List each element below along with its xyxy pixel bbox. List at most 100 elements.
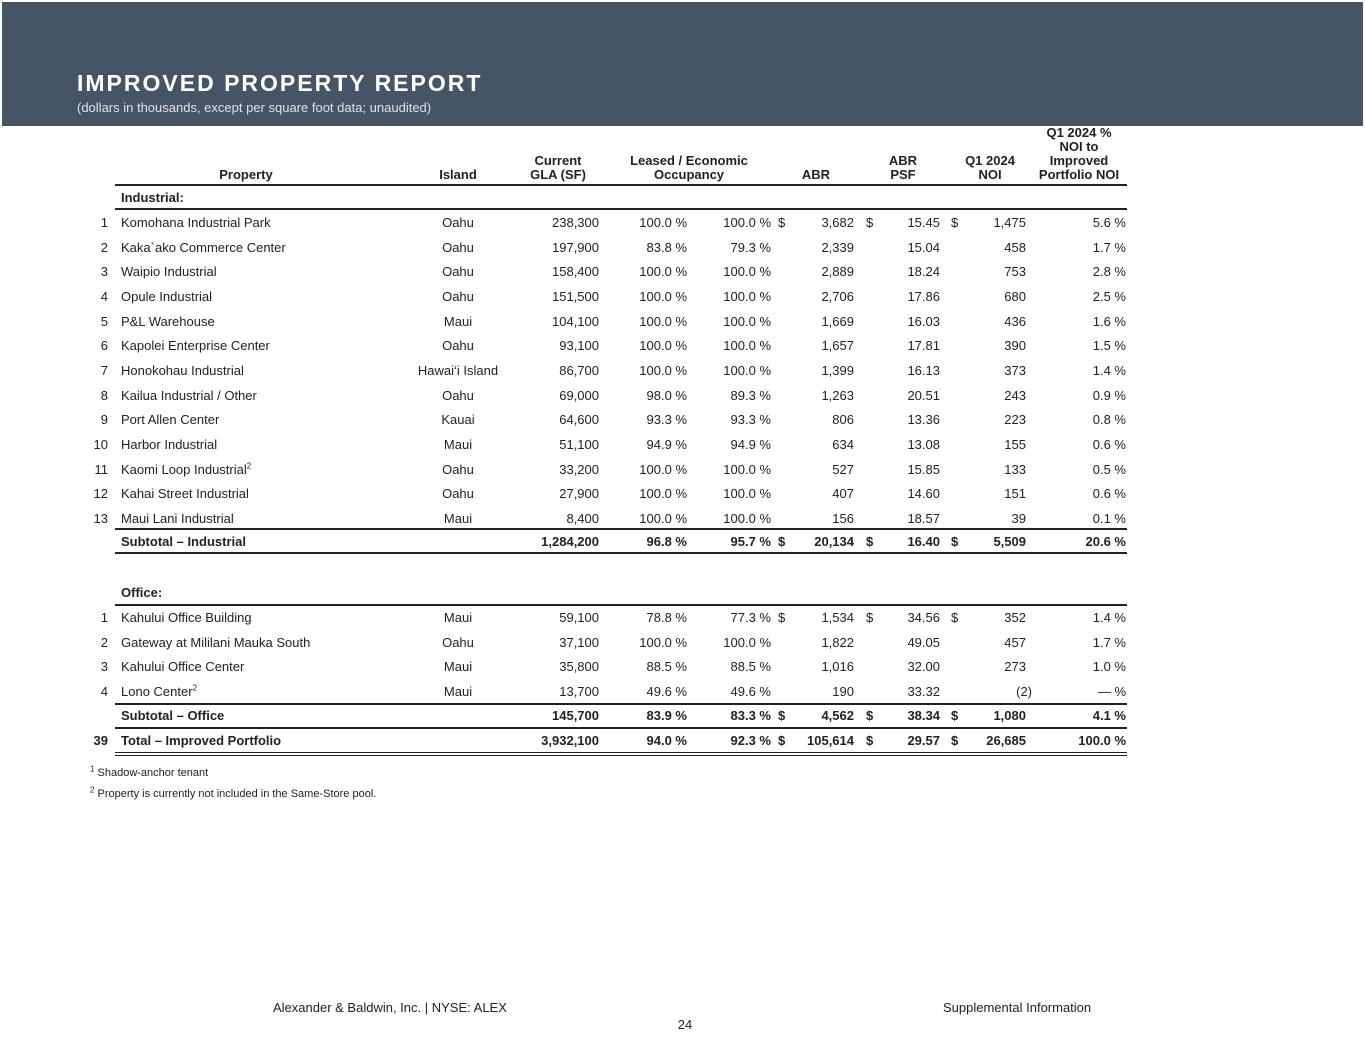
footnote-1: 1 Shadow-anchor tenant [90, 764, 209, 779]
row-number: 4 [100, 683, 108, 699]
gla: 3,932,100 [541, 733, 599, 748]
dollar-sign: $ [778, 708, 786, 723]
q1-noi: 680 [1004, 288, 1026, 304]
abr: 1,669 [821, 313, 854, 329]
abr: 1,534 [821, 610, 854, 625]
q1-noi: (2) [1016, 683, 1032, 699]
table-row: 11 Kaomi Loop Industrial2 Oahu 33,200 100.0 … [0, 460, 1140, 480]
property-label: Kahai Street Industrial [121, 486, 249, 502]
gla: 158,400 [552, 264, 599, 280]
row-number: 3 [100, 264, 108, 280]
economic-occupancy: 100.0 % [723, 362, 771, 378]
property-name: Total – Improved Portfolio [121, 731, 281, 751]
abr: 1,657 [821, 338, 854, 354]
subtotal-row: Subtotal – Industrial 1,284,200 96.8 % 95.7… [0, 532, 1140, 552]
row-number: 8 [100, 387, 108, 403]
page-number: 24 [677, 1017, 693, 1032]
abr: 1,822 [821, 634, 854, 650]
dollar-sign: $ [951, 708, 959, 723]
divider [115, 208, 1127, 210]
abr-psf: 16.13 [907, 362, 940, 378]
abr-psf: 15.04 [907, 239, 940, 255]
gla: 104,100 [552, 313, 599, 329]
section-label: Office: [121, 585, 163, 600]
abr: 527 [832, 461, 854, 477]
property-name: Komohana Industrial Park [121, 213, 271, 233]
dollar-sign: $ [778, 610, 786, 625]
economic-occupancy: 100.0 % [723, 510, 771, 526]
noi-percent: 4.1 % [1092, 708, 1126, 723]
row-number: 7 [100, 362, 108, 378]
row-number: 9 [100, 412, 108, 428]
abr-psf: 20.51 [907, 387, 940, 403]
col-header-occupancy: Leased / Economic Occupancy [630, 153, 748, 182]
section-label: Industrial: [121, 190, 184, 205]
col-header-property: Property [219, 167, 273, 182]
abr-psf: 15.85 [907, 461, 940, 477]
gla: 93,100 [559, 338, 599, 354]
gla: 35,800 [559, 659, 599, 675]
divider [115, 703, 1127, 705]
property-name: Harbor Industrial [121, 435, 217, 455]
footer-company: Alexander & Baldwin, Inc. | NYSE: ALEX [273, 1000, 507, 1015]
economic-occupancy: 100.0 % [723, 264, 771, 280]
leased-occupancy: 83.8 % [646, 239, 687, 255]
q1-noi: 1,475 [993, 215, 1026, 230]
row-number: 13 [93, 510, 108, 526]
economic-occupancy: 92.3 % [730, 733, 771, 748]
economic-occupancy: 88.5 % [730, 659, 771, 675]
leased-occupancy: 100.0 % [639, 362, 687, 378]
footnote-2: 2 Property is currently not included in … [90, 785, 377, 800]
leased-occupancy: 83.9 % [646, 708, 687, 723]
island: Oahu [442, 338, 474, 354]
dollar-sign: $ [866, 733, 874, 748]
dollar-sign: $ [951, 733, 959, 748]
abr-psf: 49.05 [907, 634, 940, 650]
noi-percent: 2.8 % [1092, 264, 1126, 280]
property-label: Total – Improved Portfolio [121, 733, 282, 748]
divider [115, 604, 1127, 606]
economic-occupancy: 49.6 % [730, 683, 771, 699]
island: Oahu [442, 288, 474, 304]
island: Maui [443, 683, 473, 699]
property-label: Harbor Industrial [121, 436, 218, 452]
footnote-ref: 2 [246, 461, 252, 471]
col-header-abr: ABR [801, 167, 831, 182]
row-number: 4 [100, 288, 108, 304]
col-header-gla: Current GLA (SF) [530, 153, 586, 182]
island: Oahu [442, 486, 474, 502]
property-label: Lono Center [121, 683, 193, 699]
leased-occupancy: 100.0 % [639, 264, 687, 280]
noi-percent: 1.4 % [1092, 610, 1126, 625]
gla: 238,300 [552, 215, 599, 230]
noi-percent: 0.6 % [1092, 486, 1126, 502]
q1-noi: 373 [1004, 362, 1026, 378]
abr-psf: 14.60 [907, 486, 940, 502]
table-row: 2 Gateway at Mililani Mauka South Oahu 37,1… [0, 633, 1140, 653]
row-number: 12 [93, 486, 108, 502]
table-row: 2 Kaka`ako Commerce Center Oahu 197,900 83.8… [0, 238, 1140, 258]
leased-occupancy: 100.0 % [639, 634, 687, 650]
economic-occupancy: 100.0 % [723, 634, 771, 650]
abr: 190 [832, 683, 854, 699]
economic-occupancy: 94.9 % [730, 436, 771, 452]
q1-noi: 390 [1004, 338, 1026, 354]
property-label: Kahului Office Center [121, 659, 245, 675]
divider [115, 727, 1127, 729]
abr: 4,562 [821, 708, 854, 723]
table-row: 8 Kailua Industrial / Other Oahu 69,000 98.0… [0, 386, 1140, 406]
island: Oahu [442, 634, 474, 650]
col-header-noi-pct: Q1 2024 % NOI to Improved Portfolio NOI [1038, 125, 1120, 182]
table-row: 13 Maui Lani Industrial Maui 8,400 100.0 % 10… [0, 509, 1140, 529]
economic-occupancy: 100.0 % [723, 288, 771, 304]
leased-occupancy: 100.0 % [639, 486, 687, 502]
economic-occupancy: 95.7 % [730, 534, 771, 549]
gla: 145,700 [552, 708, 599, 723]
abr-psf: 18.57 [907, 510, 940, 526]
noi-percent: 0.6 % [1092, 436, 1126, 452]
table-row: 5 P&L Warehouse Maui 104,100 100.0 % 100.0 % 1… [0, 312, 1140, 332]
abr-psf: 38.34 [907, 708, 940, 723]
property-name: Kahului Office Building [121, 608, 252, 628]
property-name: Waipio Industrial [121, 262, 217, 282]
abr-psf: 15.45 [907, 215, 940, 230]
